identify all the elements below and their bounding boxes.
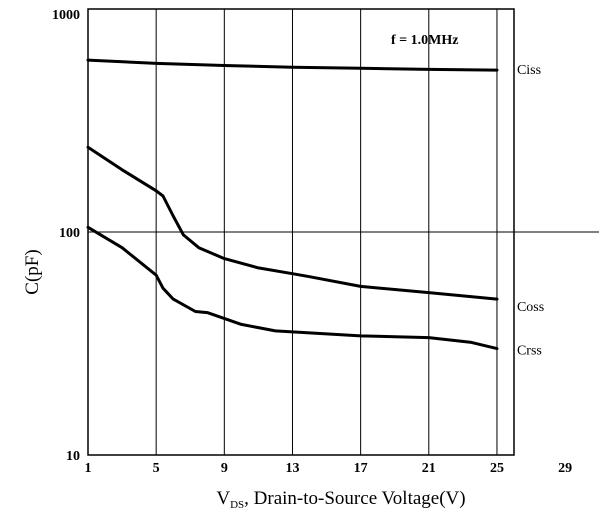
series-labels: Ciss Coss Crss [517,63,544,358]
series-ciss-label: Ciss [517,63,541,78]
x-axis-title: VDS, Drain-to-Source Voltage(V) [216,488,465,511]
x-tick-29: 29 [558,461,572,476]
plot-frame [87,8,515,456]
y-axis-title: C(pF) [22,249,43,294]
x-tick-5: 5 [153,461,160,476]
x-tick-labels: 1 5 9 13 17 21 25 29 [85,461,573,476]
grid-lines [88,9,599,455]
y-tick-1000: 1000 [52,8,80,23]
x-tick-13: 13 [285,461,299,476]
x-axis-title-pre: V [216,488,230,509]
series-crss-label: Crss [517,344,542,359]
series-coss-label: Coss [517,300,544,315]
series-crss-line [86,225,499,351]
x-tick-17: 17 [354,461,368,476]
x-axis-title-post: , Drain-to-Source Voltage(V) [244,488,465,509]
x-tick-25: 25 [490,461,504,476]
x-axis-title-sub: DS [230,499,244,511]
y-tick-100: 100 [59,226,80,241]
x-tick-1: 1 [85,461,92,476]
y-tick-10: 10 [66,449,80,464]
series-curves [86,58,499,351]
series-ciss-line [86,58,499,72]
x-tick-21: 21 [422,461,436,476]
y-tick-labels: 10 100 1000 [52,8,80,464]
x-tick-9: 9 [221,461,228,476]
series-coss-line [86,145,499,301]
frequency-annotation: f = 1.0MHz [391,33,458,48]
